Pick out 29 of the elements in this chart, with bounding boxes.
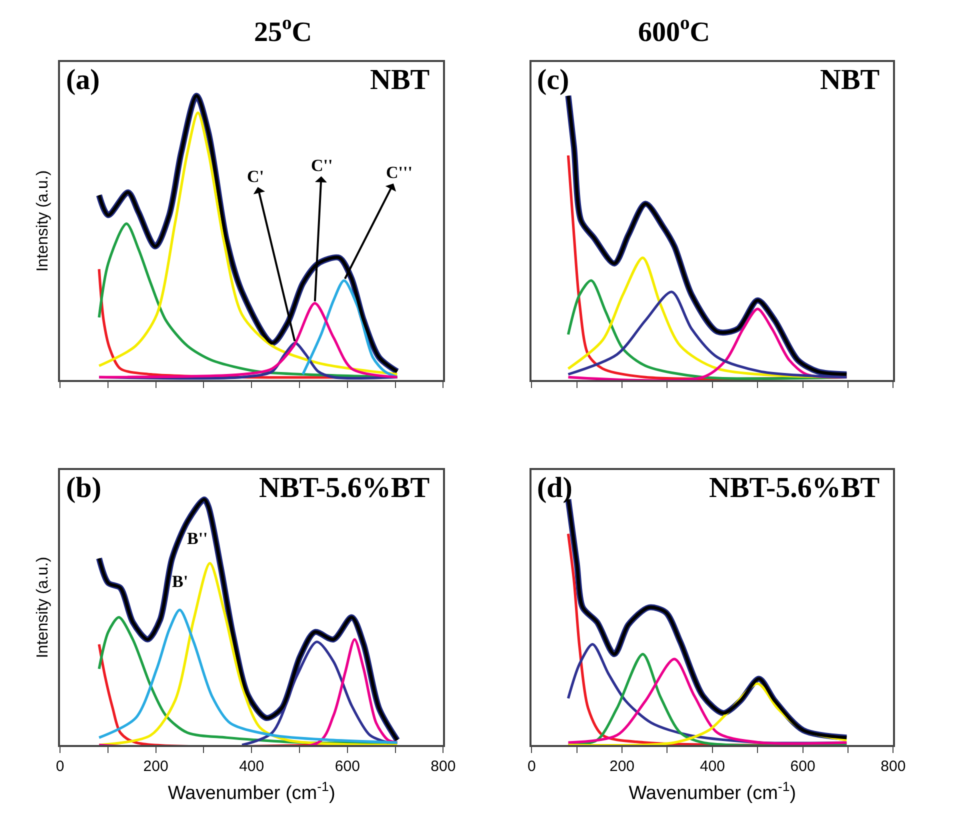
x-tick-label: 800 [430,758,456,775]
chart-title: 25$^{o}$C [254,13,312,48]
x-axis-title: Wavenumber (cm$^{-1}$) [628,779,796,804]
chart-title: 600$^{o}$C [638,13,710,48]
x-tick-label: 600 [334,758,360,775]
annotation: B'' [187,529,208,548]
x-tick-label: 0 [56,758,64,775]
annotation: NBT [370,64,430,96]
x-tick-label: 600 [790,758,816,775]
x-tick-label: 400 [239,758,264,775]
annotation: C''' [386,163,412,182]
y-axis-title: Intensity (a.u.) [34,170,52,272]
x-axis-title: Wavenumber (cm$^{-1}$) [168,779,336,804]
annotation: NBT-5.6%BT [709,472,880,504]
annotation: (a) [66,64,100,96]
annotation: NBT [820,64,880,96]
y-axis-title: Intensity (a.u.) [34,556,52,658]
annotation: C'' [311,156,333,175]
x-tick-label: 200 [143,758,168,775]
annotation: (c) [537,64,570,96]
annotation: C' [247,167,264,186]
annotation: (b) [66,472,102,504]
x-tick-label: 0 [527,758,536,775]
x-tick-label: 400 [700,758,725,775]
annotation: (d) [537,472,572,504]
x-tick-label: 800 [880,758,906,775]
annotation: NBT-5.6%BT [259,472,430,504]
x-tick-label: 200 [609,758,635,775]
annotation: B' [172,572,188,591]
